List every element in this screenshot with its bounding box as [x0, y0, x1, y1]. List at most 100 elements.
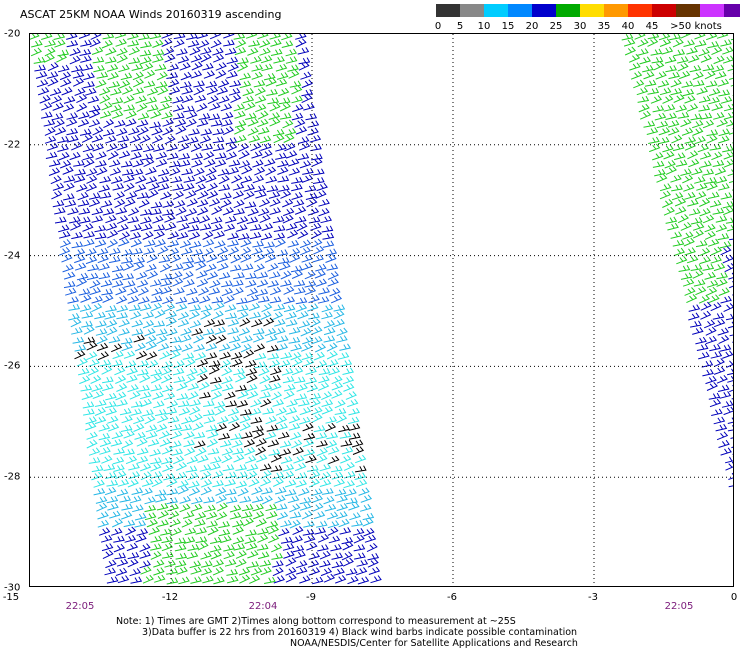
wind-barb: [309, 134, 322, 143]
wind-barb: [183, 439, 196, 448]
wind-barb: [245, 272, 257, 280]
wind-barb: [280, 270, 292, 280]
wind-barb: [94, 239, 107, 248]
wind-barb: [243, 438, 256, 448]
wind-barb: [255, 190, 267, 199]
wind-barb: [298, 399, 310, 407]
wind-barb: [181, 86, 194, 95]
wind-barb: [100, 279, 113, 288]
wind-barb: [287, 229, 299, 239]
wind-barb: [77, 367, 90, 376]
wind-barb: [251, 150, 263, 159]
wind-barb: [71, 141, 83, 151]
wind-barb: [206, 182, 218, 192]
wind-barb: [205, 174, 217, 183]
wind-barb: [244, 101, 256, 111]
wind-barb: [202, 239, 215, 248]
wind-barb: [166, 577, 179, 585]
wind-barb: [640, 110, 652, 120]
wind-barb: [204, 504, 216, 513]
wind-barb: [266, 334, 278, 343]
wind-barb: [252, 240, 264, 248]
wind-barb: [111, 359, 123, 367]
wind-barb: [712, 159, 725, 167]
wind-barb: [150, 110, 162, 119]
wind-barb: [317, 533, 330, 543]
wind-barb: [102, 549, 114, 560]
wind-barb: [273, 303, 286, 311]
wind-barb: [163, 392, 176, 401]
wind-barb: [318, 382, 330, 391]
wind-barb: [256, 279, 269, 288]
wind-barb: [110, 104, 123, 113]
wind-barb: [301, 89, 313, 97]
wind-barb: [193, 431, 206, 439]
wind-barb: [638, 103, 650, 113]
wind-barb: [367, 553, 380, 561]
wind-barb: [122, 168, 134, 176]
wind-barb: [111, 518, 124, 528]
wind-barb: [204, 158, 216, 168]
wind-barb: [166, 143, 178, 152]
wind-barb: [250, 223, 262, 231]
wind-barb: [96, 502, 108, 512]
longitude-tick-label: -9: [306, 592, 316, 603]
wind-barb: [140, 471, 152, 481]
wind-barb: [83, 336, 96, 344]
wind-barb: [62, 103, 75, 112]
wind-barb: [662, 198, 674, 208]
wind-barb: [36, 79, 49, 88]
wind-barb: [157, 176, 170, 184]
wind-barb: [643, 70, 655, 80]
wind-barb: [306, 383, 319, 393]
wind-barb: [293, 376, 306, 384]
wind-barb: [266, 185, 279, 193]
wind-barb: [242, 517, 254, 527]
wind-barb: [159, 350, 171, 360]
wind-barb: [239, 317, 251, 327]
legend-swatch: [700, 4, 724, 17]
wind-barb: [187, 39, 200, 48]
wind-barb: [156, 71, 168, 81]
wind-barb: [140, 41, 152, 49]
wind-barb: [293, 287, 306, 295]
latitude-tick-label: -28: [4, 471, 21, 483]
wind-barb: [333, 318, 345, 328]
wind-barb: [183, 279, 195, 288]
wind-barb: [362, 512, 375, 521]
wind-barb: [254, 184, 266, 193]
wind-barb: [128, 127, 140, 136]
wind-barb: [217, 246, 229, 256]
wind-barb: [331, 375, 343, 385]
wind-barb: [307, 120, 320, 128]
wind-barb: [276, 422, 288, 431]
wind-barb: [266, 88, 278, 96]
wind-barb: [78, 207, 91, 215]
wind-barb: [150, 535, 163, 543]
wind-barb: [352, 446, 365, 455]
wind-barb: [277, 159, 289, 168]
wind-barb: [151, 478, 163, 488]
wind-barb: [188, 231, 201, 240]
wind-barb: [684, 191, 696, 200]
wind-barb: [700, 310, 712, 320]
wind-barb: [698, 48, 710, 57]
wind-barb: [81, 133, 93, 143]
wind-barb: [720, 246, 732, 256]
wind-barb: [76, 183, 88, 192]
legend-label: 35: [597, 21, 611, 32]
wind-barb: [698, 351, 710, 360]
wind-barb: [270, 543, 283, 553]
wind-barb: [54, 39, 66, 48]
wind-barb: [331, 471, 344, 480]
wind-barb: [731, 38, 733, 41]
wind-barb: [234, 125, 246, 135]
wind-barb: [231, 174, 243, 184]
wind-barb: [221, 447, 234, 456]
wind-barb: [98, 272, 111, 280]
wind-barb: [209, 544, 222, 553]
wind-barb: [152, 391, 164, 400]
wind-barb: [216, 511, 228, 521]
wind-barb: [323, 319, 336, 329]
wind-barb: [125, 110, 137, 119]
